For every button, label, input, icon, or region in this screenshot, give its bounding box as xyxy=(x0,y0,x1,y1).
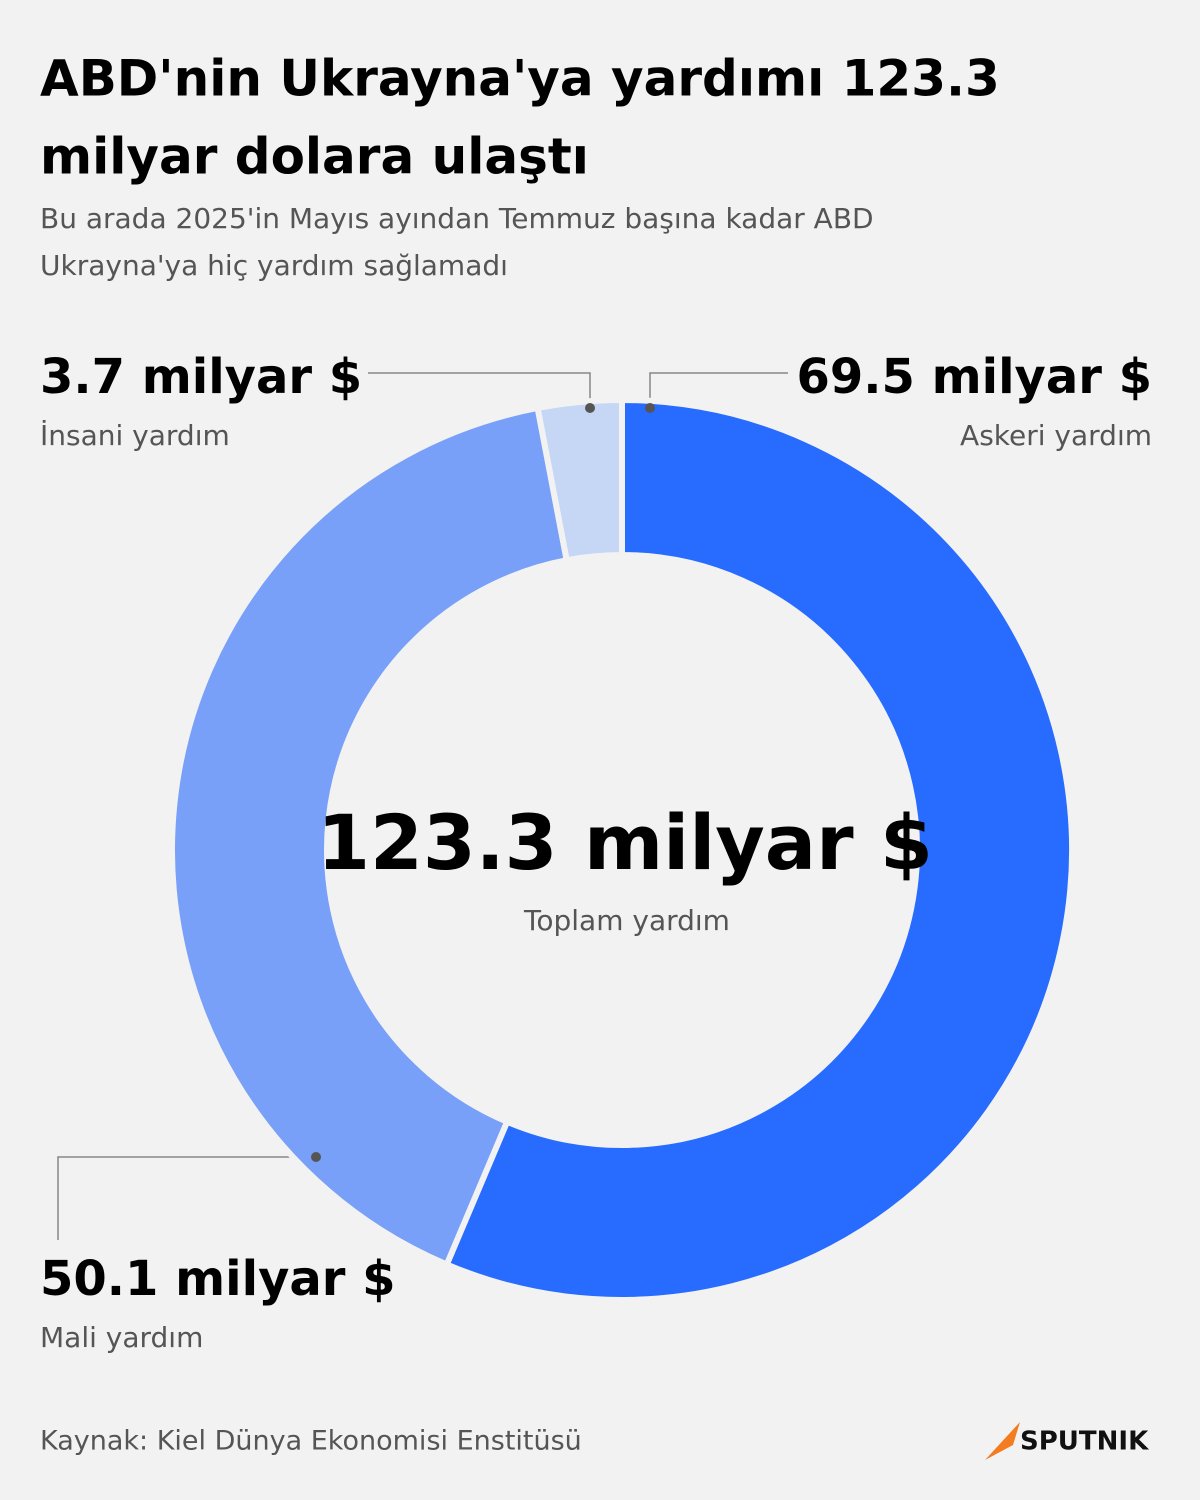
chart-title: milyar dolara ulaştı xyxy=(40,128,589,186)
donut-segment xyxy=(442,396,1075,1303)
leader-line xyxy=(57,1156,316,1240)
donut-segment xyxy=(534,396,625,564)
brand: SPUTNIK xyxy=(1020,1427,1149,1457)
leader-dot xyxy=(311,1152,321,1162)
source: Kaynak: Kiel Dünya Ekonomisi Enstitüsü xyxy=(40,1426,582,1457)
value-label: 69.5 milyar $ xyxy=(796,349,1152,405)
chart-subtitle: Bu arada 2025'in Mayıs ayından Temmuz ba… xyxy=(40,202,874,235)
leader-line xyxy=(368,372,591,408)
chart-subtitle: Ukrayna'ya hiç yardım sağlamadı xyxy=(40,249,508,282)
leader-dot xyxy=(645,403,655,413)
category-label: Mali yardım xyxy=(40,1321,203,1354)
center-sublabel: Toplam yardım xyxy=(523,904,730,937)
leader-lines xyxy=(57,372,788,1240)
leader-dot xyxy=(585,403,595,413)
brand-logo xyxy=(985,1422,1020,1460)
category-label: Askeri yardım xyxy=(960,419,1152,452)
leader-line xyxy=(649,372,788,408)
donut-segment xyxy=(169,404,571,1269)
category-label: İnsani yardım xyxy=(40,419,230,452)
center-label: 123.3 milyar $ xyxy=(317,798,933,887)
chart-title: ABD'nin Ukrayna'ya yardımı 123.3 xyxy=(40,50,1000,108)
value-label: 50.1 milyar $ xyxy=(40,1251,396,1307)
value-label: 3.7 milyar $ xyxy=(40,349,362,405)
